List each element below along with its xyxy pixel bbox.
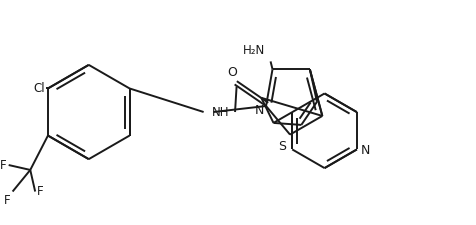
Text: S: S [278,140,286,153]
Text: F: F [0,159,7,171]
Text: Cl: Cl [33,82,45,95]
Text: NH: NH [211,106,229,119]
Text: O: O [228,65,238,79]
Text: N: N [255,104,264,117]
Text: H₂N: H₂N [242,45,265,57]
Text: F: F [37,185,44,198]
Text: F: F [4,194,10,207]
Text: N: N [361,144,370,157]
